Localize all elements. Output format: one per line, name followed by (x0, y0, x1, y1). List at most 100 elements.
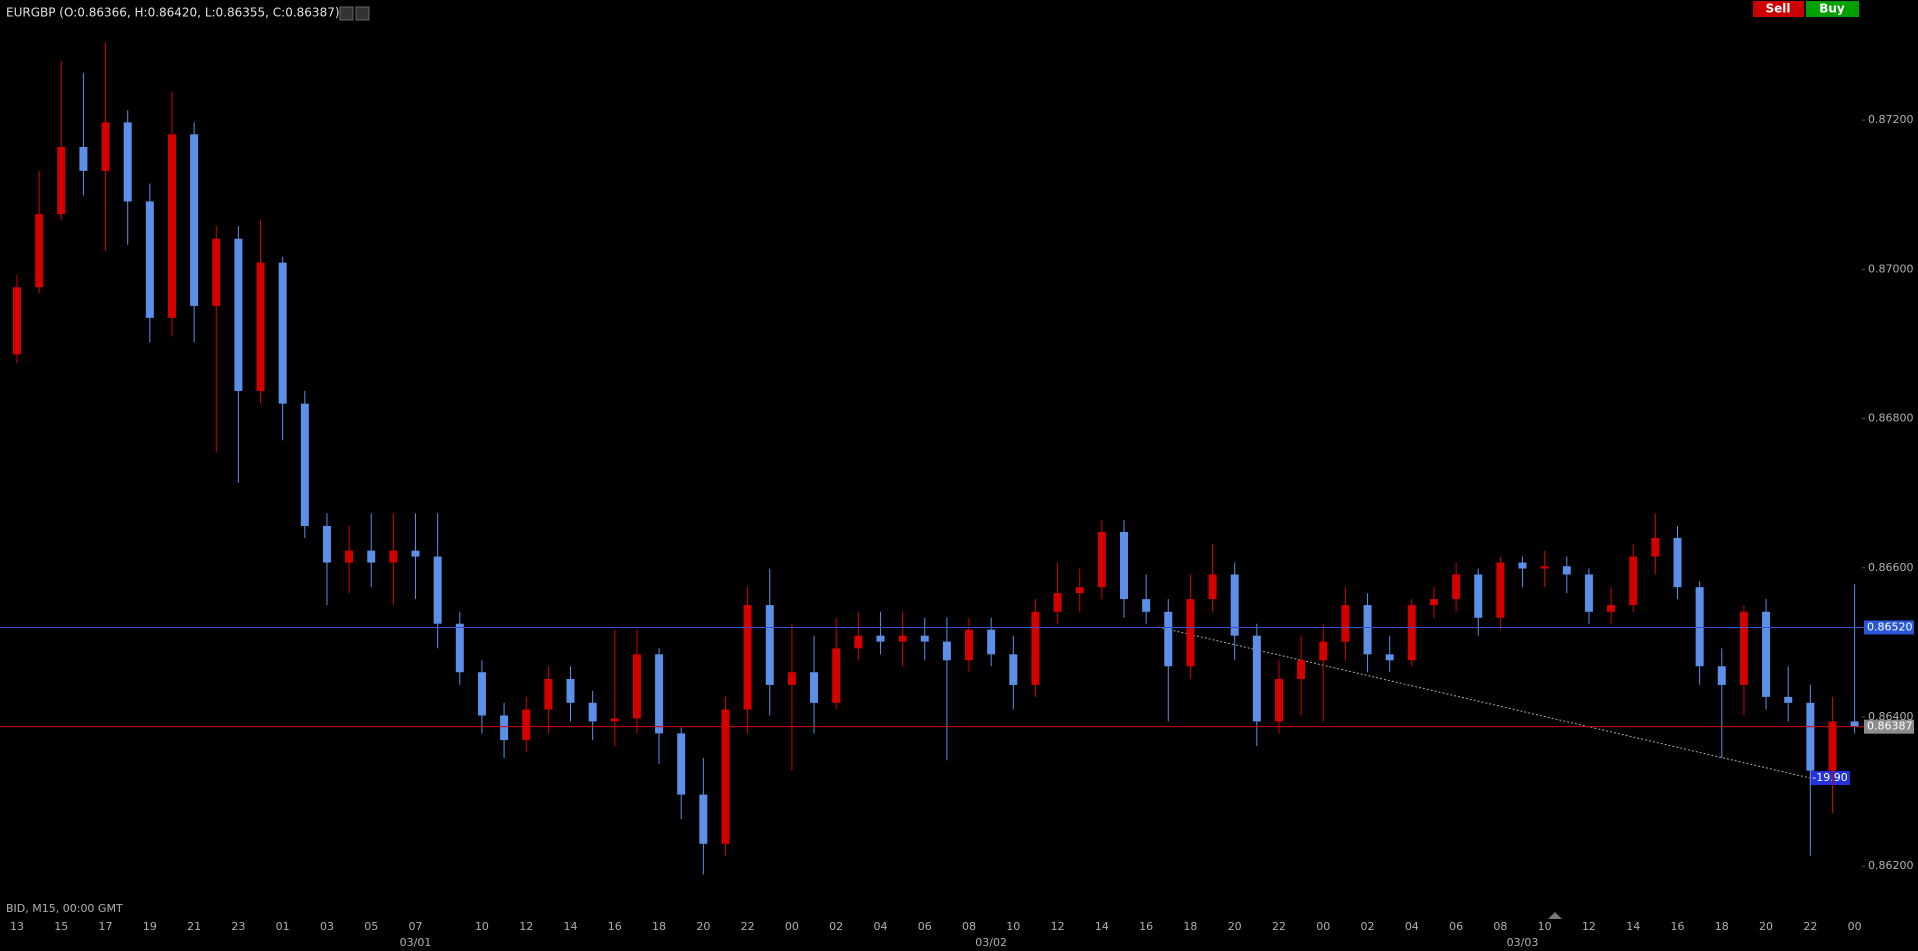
candle-body (832, 648, 841, 703)
candle-body (655, 654, 664, 734)
x-tick-label: 23 (231, 920, 245, 933)
x-tick-label: 13 (10, 920, 24, 933)
x-tick-label: 12 (1051, 920, 1065, 933)
x-tick-label: 14 (1095, 920, 1109, 933)
x-tick-label: 08 (1493, 920, 1507, 933)
x-tick-label: 04 (873, 920, 887, 933)
x-tick-label: 03 (320, 920, 334, 933)
settings-icon[interactable] (339, 6, 354, 21)
x-tick-label: 22 (1803, 920, 1817, 933)
x-tick-label: 02 (829, 920, 843, 933)
candle-body (743, 605, 752, 710)
x-tick-label: 12 (519, 920, 533, 933)
candle-body (123, 122, 132, 202)
candle-body (455, 623, 464, 673)
buy-button-bg[interactable] (1806, 1, 1859, 17)
x-tick-label: 14 (1626, 920, 1640, 933)
x-tick-label: 20 (1759, 920, 1773, 933)
candle-body (1429, 599, 1438, 606)
x-date-label: 03/01 (400, 936, 432, 949)
candle-body (212, 238, 221, 306)
candle-body (876, 635, 885, 642)
x-tick-label: 18 (1183, 920, 1197, 933)
candle-body (1452, 574, 1461, 600)
x-tick-label: 07 (409, 920, 423, 933)
candle-body (1075, 587, 1084, 594)
x-tick-label: 16 (1139, 920, 1153, 933)
candle-body (101, 122, 110, 171)
candle-body (898, 635, 907, 642)
annotation-box (1810, 771, 1850, 785)
candle-body (1009, 654, 1018, 685)
candle-body (854, 635, 863, 649)
x-tick-label: 21 (187, 920, 201, 933)
x-tick-label: 00 (1316, 920, 1330, 933)
candle-body (765, 605, 774, 685)
y-tick-label: 0.86800 (1868, 412, 1914, 425)
candle-body (300, 403, 309, 526)
candle-body (411, 550, 420, 557)
candle-body (1120, 531, 1128, 600)
scroll-marker[interactable] (1548, 912, 1562, 919)
y-tick-label: 0.86600 (1868, 561, 1914, 574)
sell-label[interactable]: Sell (1765, 2, 1790, 16)
candle-body (810, 672, 819, 703)
sell-button[interactable]: Sell (1753, 1, 1804, 17)
x-tick-label: 10 (1006, 920, 1020, 933)
candle-body (1319, 641, 1328, 661)
candle-body (632, 654, 641, 719)
candle-body (278, 262, 287, 404)
x-tick-label: 06 (918, 920, 932, 933)
x-tick-label: 15 (54, 920, 68, 933)
sell-button-bg[interactable] (1753, 1, 1804, 17)
candle-body (566, 678, 575, 703)
price-line-label-bg (1864, 719, 1914, 734)
trend-line (1157, 626, 1811, 779)
candle-body (1629, 556, 1638, 606)
candle-body (1695, 587, 1704, 667)
candle-body (345, 550, 354, 563)
buy-button[interactable]: Buy (1806, 1, 1859, 17)
x-tick-label: 00 (785, 920, 799, 933)
x-tick-label: 17 (99, 920, 113, 933)
candle-body (1496, 562, 1505, 618)
price-line-label: 0.86387 (1867, 720, 1913, 733)
candle-body (1274, 678, 1283, 722)
x-tick-label: 19 (143, 920, 157, 933)
candle-body (588, 702, 597, 722)
candle-body (987, 629, 996, 655)
candle-body (1540, 566, 1549, 569)
settings-icon[interactable] (355, 6, 370, 21)
candle-body (942, 641, 951, 661)
x-tick-label: 20 (1228, 920, 1242, 933)
candle-body (1097, 531, 1106, 588)
candle-body (1186, 599, 1195, 667)
candle-body (1518, 562, 1527, 569)
candle-body (57, 146, 66, 215)
y-tick-label: 0.86200 (1868, 859, 1914, 872)
x-tick-label: 18 (1715, 920, 1729, 933)
x-tick-label: 10 (475, 920, 489, 933)
candle-body (500, 715, 509, 741)
candle-body (1407, 605, 1416, 661)
buy-label[interactable]: Buy (1819, 2, 1845, 16)
x-tick-label: 10 (1538, 920, 1552, 933)
candle-body (522, 709, 531, 741)
x-date-label: 03/02 (975, 936, 1007, 949)
candle-body (610, 718, 619, 722)
candle-body (1607, 605, 1616, 612)
candle-body (389, 550, 398, 563)
candle-body (367, 550, 376, 563)
candle-body (190, 134, 199, 306)
candle-body (787, 672, 796, 685)
footer-label: BID, M15, 00:00 GMT (6, 902, 123, 915)
y-tick-label: 0.87200 (1868, 113, 1914, 126)
x-tick-label: 06 (1449, 920, 1463, 933)
x-tick-label: 20 (696, 920, 710, 933)
candle-body (1784, 696, 1793, 703)
candle-body (1031, 611, 1040, 685)
price-line-label-bg (1864, 620, 1914, 635)
candle-body (920, 635, 929, 642)
candle-body (79, 146, 88, 171)
